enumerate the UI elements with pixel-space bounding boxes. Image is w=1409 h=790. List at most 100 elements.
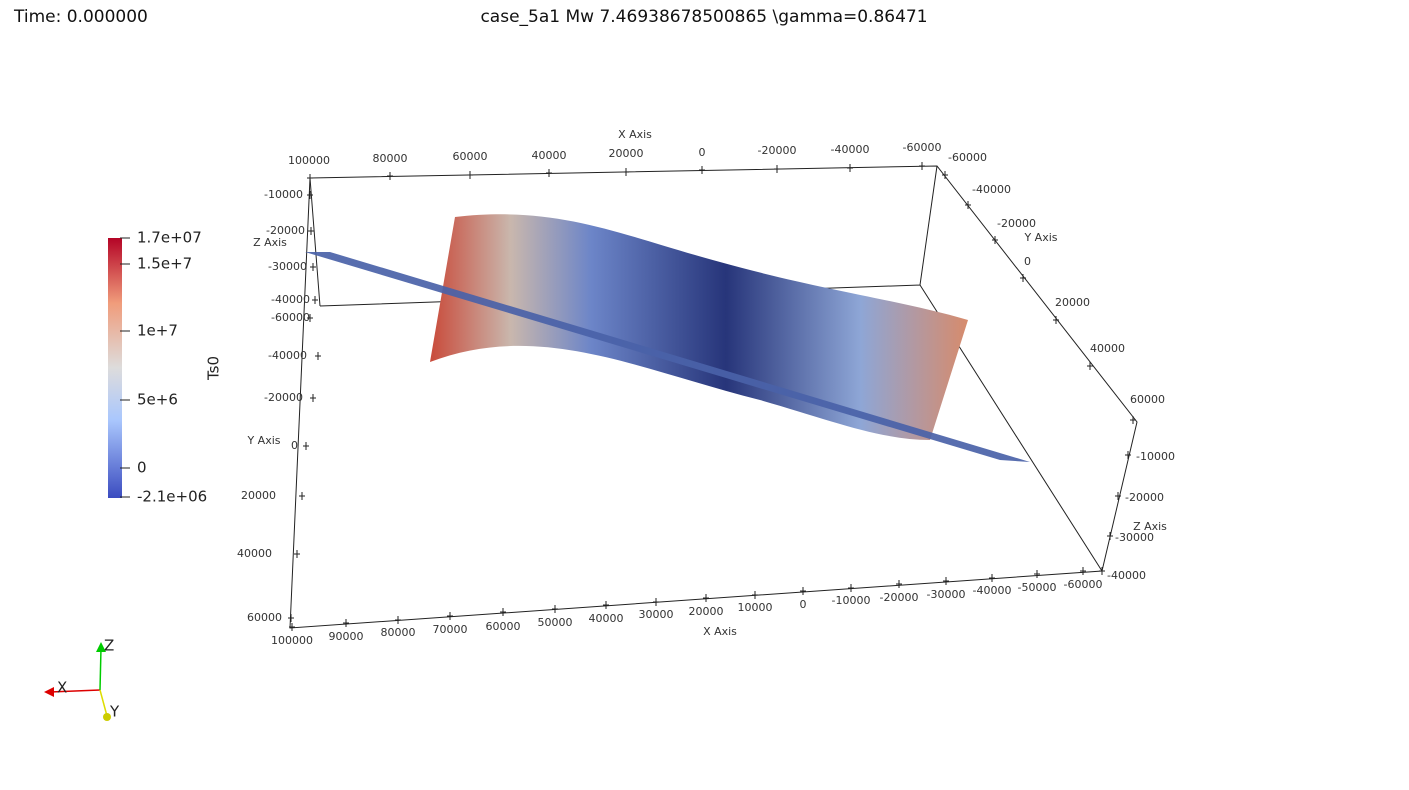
- tick-mark: [919, 162, 925, 170]
- tick-mark: [847, 164, 853, 172]
- tick-label: -10000: [832, 594, 871, 607]
- tick-label: -10000: [264, 188, 303, 201]
- tick-label: -60000: [903, 141, 942, 154]
- tick-mark: [307, 191, 313, 199]
- axis-title: Y Axis: [246, 434, 280, 447]
- tick-label: 80000: [373, 152, 408, 165]
- tick-mark: [992, 236, 998, 244]
- tick-label: 20000: [609, 147, 644, 160]
- tick-label: -60000: [1064, 578, 1103, 591]
- color-bar-label: 1.7e+07: [137, 229, 202, 247]
- tick-mark: [800, 587, 806, 595]
- tick-mark: [989, 574, 995, 582]
- tick-mark: [288, 614, 294, 622]
- axis-title: Z Axis: [1133, 520, 1167, 533]
- tick-label: 100000: [271, 634, 313, 647]
- tick-mark: [310, 263, 316, 271]
- orientation-z: Z: [104, 637, 114, 655]
- tick-mark: [307, 314, 313, 322]
- fault-surface: [430, 214, 968, 440]
- tick-mark: [1115, 492, 1121, 500]
- tick-mark: [315, 352, 321, 360]
- tick-label: 40000: [237, 547, 272, 560]
- tick-label: -20000: [880, 591, 919, 604]
- color-bar-label: -2.1e+06: [137, 488, 207, 506]
- tick-mark: [1034, 570, 1040, 578]
- tick-label: -30000: [1115, 531, 1154, 544]
- tick-label: 70000: [433, 623, 468, 636]
- tick-label: -30000: [268, 260, 307, 273]
- tick-label: -40000: [268, 349, 307, 362]
- color-bar-label: 1e+7: [137, 322, 178, 340]
- tick-mark: [310, 394, 316, 402]
- tick-label: -20000: [264, 391, 303, 404]
- tick-mark: [552, 605, 558, 613]
- tick-mark: [1020, 274, 1026, 282]
- tick-mark: [1053, 316, 1059, 324]
- tick-label: -60000: [948, 151, 987, 164]
- tick-mark: [848, 584, 854, 592]
- tick-label: 20000: [689, 605, 724, 618]
- tick-mark: [1107, 532, 1113, 540]
- tick-label: 60000: [1130, 393, 1165, 406]
- orientation-axes: X Z Y: [44, 637, 120, 721]
- tick-mark: [623, 168, 629, 176]
- tick-label: 40000: [589, 612, 624, 625]
- tick-label: -60000: [271, 311, 310, 324]
- tick-label: 50000: [538, 616, 573, 629]
- time-label: Time: 0.000000: [13, 7, 148, 27]
- bounding-box: [289, 165, 1138, 629]
- tick-mark: [294, 550, 300, 558]
- tick-label: 30000: [639, 608, 674, 621]
- tick-label: 0: [800, 598, 807, 611]
- tick-mark: [653, 598, 659, 606]
- color-bar-label: 5e+6: [137, 391, 178, 409]
- color-bar-label: 1.5e+7: [137, 255, 192, 273]
- tick-label: -40000: [973, 584, 1012, 597]
- tick-label: -50000: [1018, 581, 1057, 594]
- axis-title: X Axis: [703, 625, 737, 638]
- tick-mark: [395, 616, 401, 624]
- tick-label: -20000: [1125, 491, 1164, 504]
- orientation-y: Y: [109, 703, 120, 721]
- tick-label: 60000: [247, 611, 282, 624]
- fault-plane: [305, 252, 1030, 462]
- tick-mark: [896, 580, 902, 588]
- tick-mark: [1080, 567, 1086, 575]
- tick-mark: [467, 171, 473, 179]
- axis-title: Z Axis: [253, 236, 287, 249]
- tick-label: -40000: [972, 183, 1011, 196]
- tick-mark: [603, 601, 609, 609]
- axis-title: Y Axis: [1023, 231, 1057, 244]
- tick-mark: [387, 172, 393, 180]
- tick-mark: [1130, 416, 1136, 424]
- tick-label: -20000: [997, 217, 1036, 230]
- tick-mark: [343, 619, 349, 627]
- tick-label: 80000: [381, 626, 416, 639]
- tick-mark: [546, 169, 552, 177]
- tick-label: 90000: [329, 630, 364, 643]
- tick-mark: [703, 594, 709, 602]
- tick-label: 10000: [738, 601, 773, 614]
- tick-label: -20000: [758, 144, 797, 157]
- tick-label: -20000: [266, 224, 305, 237]
- tick-mark: [299, 492, 305, 500]
- color-bar-title: Ts0: [205, 356, 223, 381]
- tick-mark: [303, 442, 309, 450]
- title: case_5a1 Mw 7.46938678500865 \gamma=0.86…: [480, 7, 927, 27]
- axis-title: X Axis: [618, 128, 652, 141]
- tick-label: -40000: [1107, 569, 1146, 582]
- tick-label: -10000: [1136, 450, 1175, 463]
- tick-label: 100000: [288, 154, 330, 167]
- tick-label: -40000: [271, 293, 310, 306]
- tick-mark: [289, 623, 295, 631]
- orientation-x: X: [57, 679, 67, 697]
- tick-mark: [1099, 567, 1105, 575]
- tick-label: 20000: [241, 489, 276, 502]
- tick-mark: [500, 608, 506, 616]
- tick-label: 0: [1024, 255, 1031, 268]
- tick-mark: [699, 166, 705, 174]
- tick-label: 40000: [1090, 342, 1125, 355]
- tick-label: 40000: [532, 149, 567, 162]
- tick-mark: [965, 201, 971, 209]
